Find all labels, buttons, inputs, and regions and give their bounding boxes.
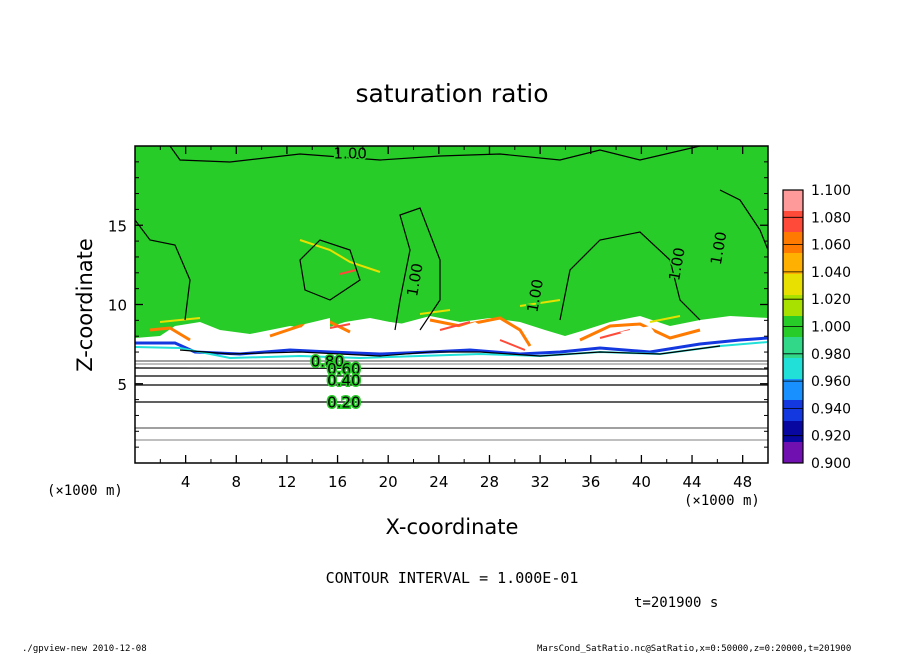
colorbar-label: 1.060 [811, 238, 851, 254]
contour-interval: CONTOUR INTERVAL = 1.000E-01 [326, 569, 579, 587]
x-tick-label: 40 [632, 473, 651, 491]
x-tick-label: 24 [429, 473, 448, 491]
colorbar-swatch [783, 211, 803, 233]
cloud-patch [290, 318, 768, 350]
chart-title: saturation ratio [355, 79, 548, 108]
program-info: ./gpview-new 2010-12-08 [22, 644, 147, 654]
x-tick-label: 8 [232, 473, 242, 491]
x-tick-label: 4 [181, 473, 191, 491]
y-axis-label: Z-coordinate [73, 238, 97, 372]
band-yellow [159, 239, 681, 323]
colorbar-swatch [783, 400, 803, 422]
colorbar-label: 0.900 [811, 456, 851, 472]
contour-1.00-left [135, 219, 191, 321]
y-axis-ticks: 5 10 15 [108, 161, 768, 448]
colorbar-swatch [783, 337, 803, 359]
contour-labels: 1.001.00 1.001.001.000.800.600.400.20 [309, 145, 732, 413]
y-tick-label: 10 [108, 297, 127, 315]
colorbar-swatch [783, 190, 803, 212]
x-tick-label: 48 [733, 473, 752, 491]
x-unit-right: (×1000 m) [684, 493, 760, 509]
time-stamp: t=201900 s [634, 595, 718, 611]
colorbar-label: 1.020 [811, 292, 851, 308]
plot-area: 1.001.00 1.001.001.000.800.600.400.20 [135, 145, 768, 463]
band-red [329, 269, 631, 351]
contour-1.00-top [169, 146, 701, 163]
colorbar-label: 0.960 [811, 374, 851, 390]
colorbar-label: 0.980 [811, 347, 851, 363]
colorbar-swatch [783, 295, 803, 317]
colorbar-swatch [783, 379, 803, 401]
colorbar-label: 0.940 [811, 401, 851, 417]
x-axis-label: X-coordinate [386, 515, 519, 539]
colorbar-label: 0.920 [811, 429, 851, 445]
contour-1.00-base [179, 345, 721, 357]
x-tick-label: 28 [480, 473, 499, 491]
colorbar-swatch [783, 442, 803, 464]
contour-label: 0.20 [327, 394, 360, 412]
colorbar-label: 1.040 [811, 265, 851, 281]
contour-lines [135, 146, 768, 441]
colorbar: 1.100 1.080 1.060 1.040 1.020 1.000 0.980 0.960… [782, 183, 851, 472]
colorbar-swatch [783, 358, 803, 380]
contour-1.00-patch [299, 239, 361, 301]
colorbar-swatch [783, 253, 803, 275]
contour-1.00-right [559, 231, 701, 321]
colorbar-label: 1.100 [811, 183, 851, 199]
contour-label: 0.80 [311, 352, 344, 370]
x-tick-label: 12 [277, 473, 296, 491]
contour-1.00-far-right [719, 189, 768, 251]
contour-0.80 [135, 367, 768, 370]
colorbar-swatch [783, 232, 803, 254]
contour-1.00-mid [394, 207, 441, 331]
x-tick-label: 16 [328, 473, 347, 491]
y-tick-label: 15 [108, 217, 127, 235]
x-tick-label: 44 [682, 473, 701, 491]
x-tick-label: 20 [379, 473, 398, 491]
x-axis-ticks: 4 8 12 16 20 24 28 32 36 40 44 48 [159, 146, 752, 491]
colorbar-label: 1.080 [811, 210, 851, 226]
contour-label: 0.60 [327, 360, 360, 378]
y-tick-label: 5 [117, 376, 127, 394]
contour-label: 0.40 [327, 371, 360, 389]
x-unit-left: (×1000 m) [47, 483, 123, 499]
colorbar-label: 1.000 [811, 320, 851, 336]
contour-label: 1.00 [334, 145, 367, 163]
source-info: MarsCond_SatRatio.nc@SatRatio,x=0:50000,… [537, 644, 851, 654]
colorbar-swatch [783, 421, 803, 443]
x-tick-label: 32 [531, 473, 550, 491]
colorbar-swatch [783, 274, 803, 296]
x-tick-label: 36 [581, 473, 600, 491]
